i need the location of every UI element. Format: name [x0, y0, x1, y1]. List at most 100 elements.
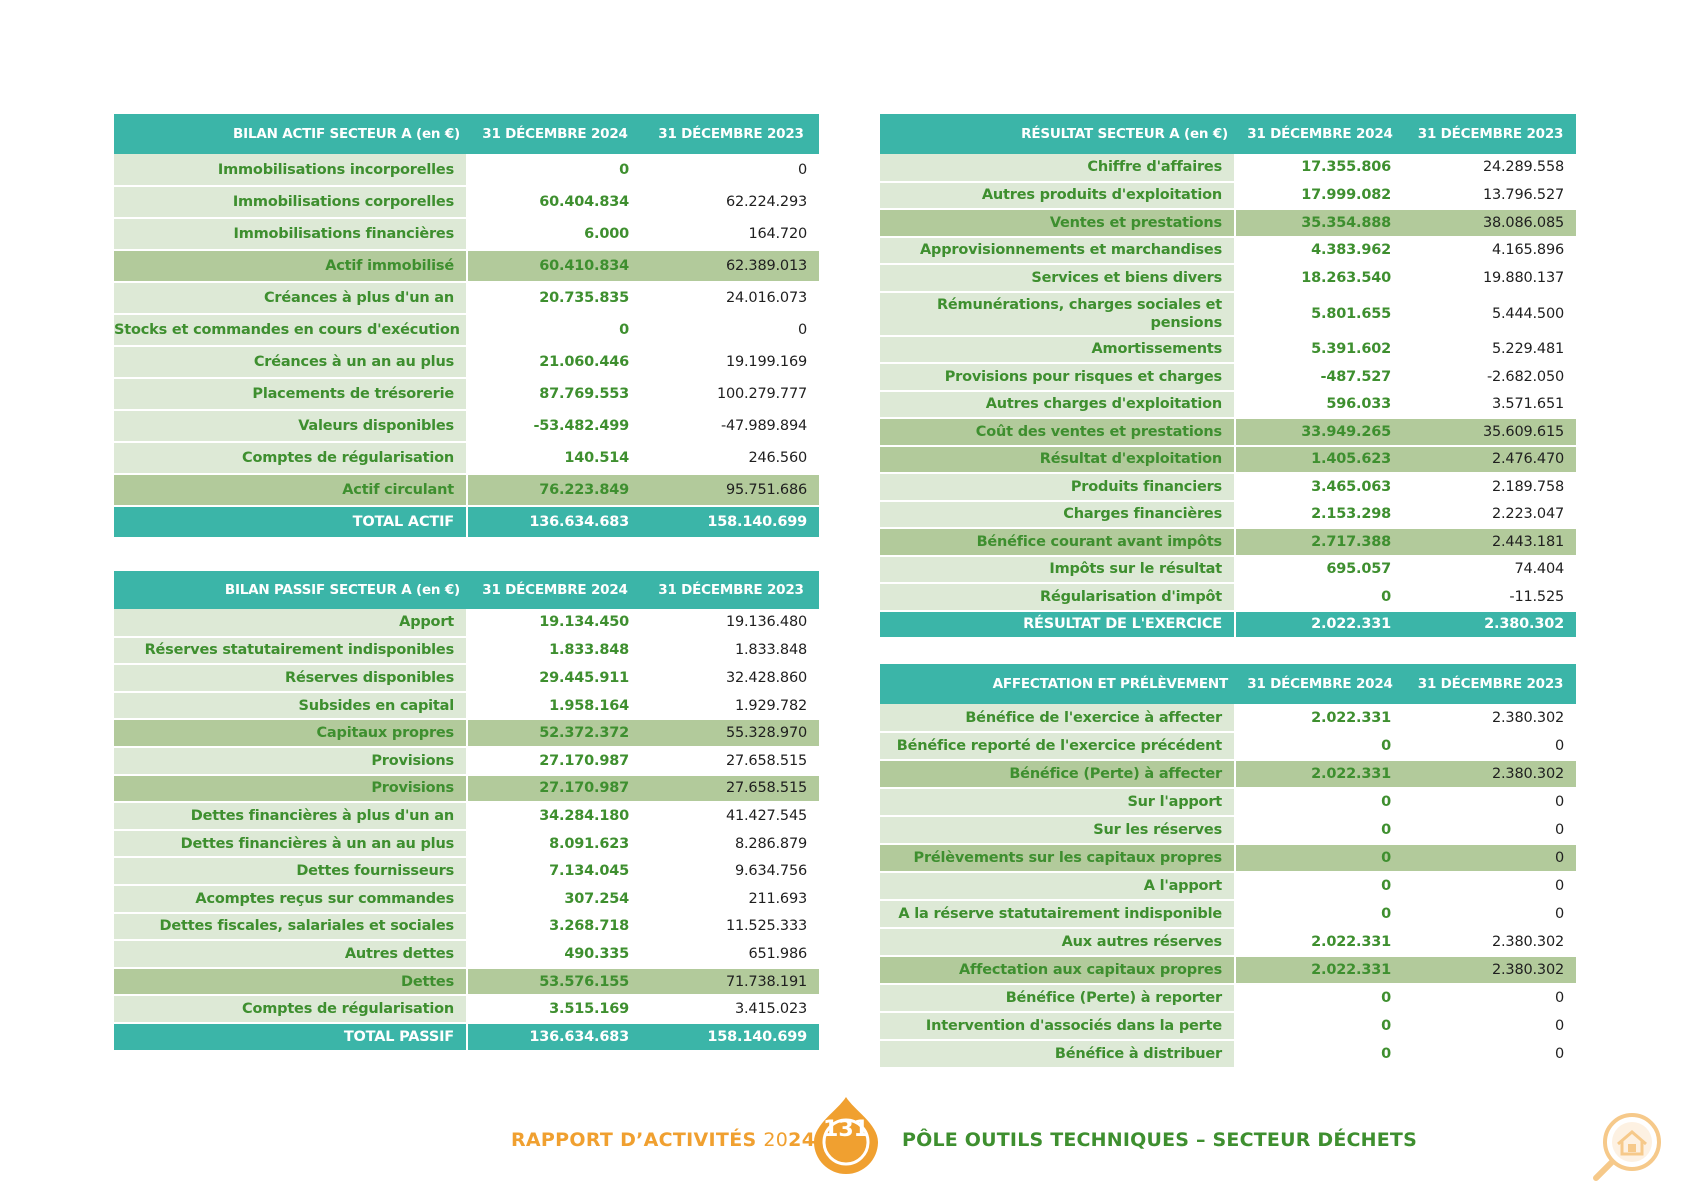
- header-2024: 31 DÉCEMBRE 2024: [1235, 114, 1405, 154]
- value-2024: 0: [1235, 984, 1405, 1013]
- value-2024: 2.153.298: [1235, 500, 1405, 529]
- value-2023: 19.136.480: [643, 609, 819, 638]
- row-label: Capitaux propres: [114, 719, 468, 748]
- value-2023: 38.086.085: [1405, 209, 1576, 238]
- value-2023: 2.189.758: [1405, 473, 1576, 502]
- value-2023: 0: [1405, 984, 1576, 1013]
- header-label: BILAN ACTIF SECTEUR A (en €): [114, 114, 467, 154]
- header-2024: 31 DÉCEMBRE 2024: [467, 571, 643, 609]
- table-row: Réserves statutairement indisponibles 1.8…: [114, 636, 819, 666]
- value-2024: 490.335: [467, 940, 643, 969]
- value-2024: 1.958.164: [467, 691, 643, 721]
- total-row: RÉSULTAT DE L'EXERCICE 2.022.331 2.380.302: [880, 610, 1576, 639]
- row-label: Valeurs disponibles: [114, 410, 468, 443]
- report-year-suffix: 24: [788, 1129, 816, 1151]
- value-2023: 0: [1405, 1040, 1576, 1069]
- total-row: TOTAL ACTIF 136.634.683 158.140.699: [114, 506, 819, 539]
- value-2023: 0: [1405, 844, 1576, 873]
- value-2023: 211.693: [643, 884, 819, 914]
- value-2024: 29.445.911: [467, 664, 643, 693]
- header-2023: 31 DÉCEMBRE 2023: [1405, 664, 1576, 704]
- value-2023: 0: [1405, 816, 1576, 845]
- value-2024: 7.134.045: [467, 857, 643, 886]
- subtotal-row: Bénéfice (Perte) à affecter 2.022.331 2.38…: [880, 760, 1576, 789]
- header-label: AFFECTATION ET PRÉLÈVEMENT: [880, 664, 1235, 704]
- value-2023: 0: [1405, 1012, 1576, 1041]
- value-2024: 0: [1235, 1040, 1405, 1069]
- value-2024: 5.391.602: [1235, 335, 1405, 364]
- value-2023: 8.286.879: [643, 829, 819, 859]
- value-2023: 41.427.545: [643, 802, 819, 831]
- row-label: Provisions: [114, 746, 468, 776]
- value-2023: 13.796.527: [1405, 181, 1576, 210]
- report-title: RAPPORT D’ACTIVITÉS 2024: [511, 1129, 815, 1151]
- row-label: RÉSULTAT DE L'EXERCICE: [880, 610, 1236, 639]
- header-2023: 31 DÉCEMBRE 2023: [1405, 114, 1576, 154]
- value-2024: 3.515.169: [467, 995, 643, 1024]
- value-2024: 136.634.683: [467, 1022, 643, 1052]
- value-2024: -53.482.499: [467, 410, 643, 443]
- subtotal-row: Capitaux propres 52.372.372 55.328.970: [114, 719, 819, 748]
- bilan-passif-table: BILAN PASSIF SECTEUR A (en €) 31 DÉCEMBR…: [114, 571, 819, 1052]
- value-2024: 695.057: [1235, 555, 1405, 584]
- value-2024: 0: [1235, 844, 1405, 873]
- value-2023: 4.165.896: [1405, 236, 1576, 265]
- value-2023: 1.833.848: [643, 636, 819, 666]
- row-label: Placements de trésorerie: [114, 378, 468, 411]
- table-row: Autres charges d'exploitation 596.033 3.57…: [880, 390, 1576, 419]
- row-label: Autres produits d'exploitation: [880, 181, 1236, 210]
- value-2024: 307.254: [467, 884, 643, 914]
- value-2023: 158.140.699: [643, 1022, 819, 1052]
- header-2024: 31 DÉCEMBRE 2024: [467, 114, 643, 154]
- value-2023: 100.279.777: [643, 378, 819, 411]
- value-2024: 0: [467, 154, 643, 187]
- bilan-actif-table: BILAN ACTIF SECTEUR A (en €) 31 DÉCEMBRE…: [114, 114, 819, 539]
- subtotal-row: Résultat d'exploitation 1.405.623 2.476.47…: [880, 445, 1576, 474]
- value-2023: 158.140.699: [643, 506, 819, 539]
- value-2023: 55.328.970: [643, 719, 819, 748]
- row-label: Affectation aux capitaux propres: [880, 956, 1236, 985]
- header-2023: 31 DÉCEMBRE 2023: [643, 571, 819, 609]
- value-2024: 60.410.834: [467, 250, 643, 283]
- table-row: Valeurs disponibles -53.482.499 -47.989.89…: [114, 410, 819, 443]
- row-label: Actif circulant: [114, 474, 468, 507]
- table-row: Créances à un an au plus 21.060.446 19.199…: [114, 346, 819, 379]
- value-2024: 8.091.623: [467, 829, 643, 859]
- value-2024: 87.769.553: [467, 378, 643, 411]
- table-row: Bénéfice de l'exercice à affecter 2.022.3…: [880, 704, 1576, 733]
- value-2023: 651.986: [643, 940, 819, 969]
- value-2023: 2.380.302: [1405, 928, 1576, 957]
- value-2023: 71.738.191: [643, 967, 819, 997]
- table-row: Aux autres réserves 2.022.331 2.380.302: [880, 928, 1576, 957]
- row-label: Dettes: [114, 967, 468, 997]
- row-label: A la réserve statutairement indisponible: [880, 900, 1236, 929]
- page-number: 131: [823, 1117, 869, 1142]
- house-search-icon: [1593, 1113, 1661, 1181]
- row-label: Immobilisations incorporelles: [114, 154, 468, 187]
- table-row: Autres produits d'exploitation 17.999.082…: [880, 181, 1576, 210]
- subtotal-row: Bénéfice courant avant impôts 2.717.388 2.…: [880, 528, 1576, 557]
- table-row: Dettes fournisseurs 7.134.045 9.634.756: [114, 857, 819, 886]
- value-2023: 5.229.481: [1405, 335, 1576, 364]
- row-label: Charges financières: [880, 500, 1236, 529]
- table-row: Chiffre d'affaires 17.355.806 24.289.558: [880, 154, 1576, 183]
- value-2023: 246.560: [643, 442, 819, 475]
- value-2024: 76.223.849: [467, 474, 643, 507]
- value-2023: 2.380.302: [1405, 610, 1576, 639]
- value-2023: 3.571.651: [1405, 390, 1576, 419]
- table-row: Comptes de régularisation 140.514 246.560: [114, 442, 819, 475]
- row-label: Provisions: [114, 774, 468, 804]
- row-label: Subsides en capital: [114, 691, 468, 721]
- value-2024: 52.372.372: [467, 719, 643, 748]
- value-2023: 24.289.558: [1405, 154, 1576, 183]
- value-2024: 2.022.331: [1235, 610, 1405, 639]
- subtotal-row: Actif immobilisé 60.410.834 62.389.013: [114, 250, 819, 283]
- value-2023: 3.415.023: [643, 995, 819, 1024]
- row-label: Autres charges d'exploitation: [880, 390, 1236, 419]
- row-label: Approvisionnements et marchandises: [880, 236, 1236, 265]
- value-2023: 5.444.500: [1405, 291, 1576, 337]
- subtotal-row: Actif circulant 76.223.849 95.751.686: [114, 474, 819, 507]
- table-row: Acomptes reçus sur commandes 307.254 211.6…: [114, 884, 819, 914]
- value-2024: 6.000: [467, 218, 643, 251]
- subtotal-row: Provisions 27.170.987 27.658.515: [114, 774, 819, 804]
